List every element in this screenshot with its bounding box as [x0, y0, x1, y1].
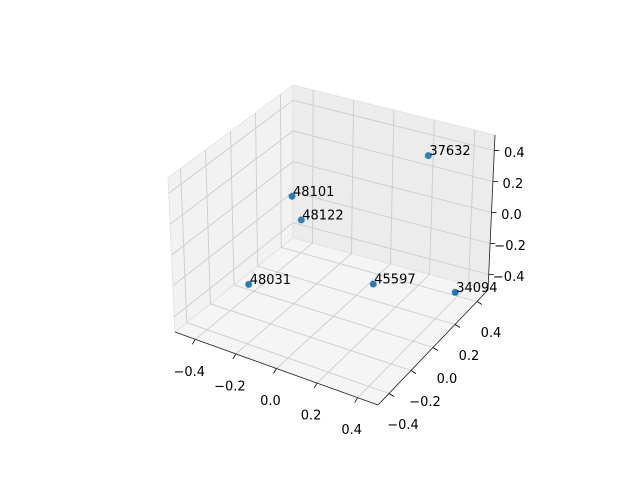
point — [369, 280, 377, 288]
y-tick-label: −0.2 — [409, 395, 441, 410]
grid-line — [292, 222, 489, 275]
tick-mark — [191, 339, 196, 345]
grid-line — [292, 99, 495, 151]
x-tick-label: −0.2 — [214, 379, 246, 394]
y-tick-label: 0.4 — [481, 326, 502, 341]
tick-mark — [232, 353, 237, 360]
x-axis-line — [174, 331, 379, 406]
grid-line — [292, 130, 494, 182]
point-label: 48031 — [250, 273, 291, 288]
grid-line — [168, 99, 294, 194]
x-tick-label: 0.0 — [260, 394, 281, 409]
grid-line — [292, 161, 492, 213]
point — [297, 216, 305, 224]
y-axis-line — [377, 289, 489, 406]
z-tick-label: −0.4 — [493, 270, 525, 285]
z-tick-label: 0.0 — [501, 208, 522, 223]
grid-line — [172, 191, 294, 287]
tick-mark — [454, 324, 461, 328]
z-axis-line — [487, 134, 496, 291]
point-label: 48101 — [293, 185, 334, 200]
x-tick-label: 0.4 — [341, 423, 362, 438]
tick-mark — [313, 382, 318, 389]
grid-line — [171, 161, 294, 256]
grid-line — [292, 191, 491, 244]
y-tick-label: 0.2 — [459, 349, 480, 364]
point-label: 34094 — [456, 281, 497, 296]
point — [244, 280, 253, 289]
grid-line — [233, 284, 434, 348]
z-tick-label: −0.2 — [494, 239, 526, 254]
tick-mark — [410, 370, 417, 374]
tick-mark — [388, 393, 395, 397]
point-label: 48122 — [302, 208, 343, 223]
grid-line — [169, 130, 294, 225]
y-tick-label: 0.0 — [437, 372, 458, 387]
y-tick-label: −0.4 — [387, 418, 419, 433]
tick-mark — [476, 301, 483, 305]
x-tick-label: −0.4 — [174, 365, 206, 380]
point-label: 45597 — [374, 273, 415, 288]
point — [288, 192, 296, 200]
grid-line — [174, 222, 294, 317]
grid-line — [257, 265, 456, 325]
point — [424, 151, 433, 160]
tick-mark — [354, 397, 359, 403]
tick-mark — [432, 347, 439, 351]
z-tick-label: 0.2 — [503, 177, 524, 192]
grid-line — [186, 322, 390, 394]
point-label: 37632 — [429, 144, 470, 159]
grid-line — [281, 246, 478, 302]
x-tick-label: 0.2 — [301, 409, 322, 424]
point — [451, 288, 459, 297]
grid-line — [210, 303, 412, 371]
tick-mark — [273, 368, 277, 374]
z-tick-label: 0.4 — [504, 146, 525, 161]
